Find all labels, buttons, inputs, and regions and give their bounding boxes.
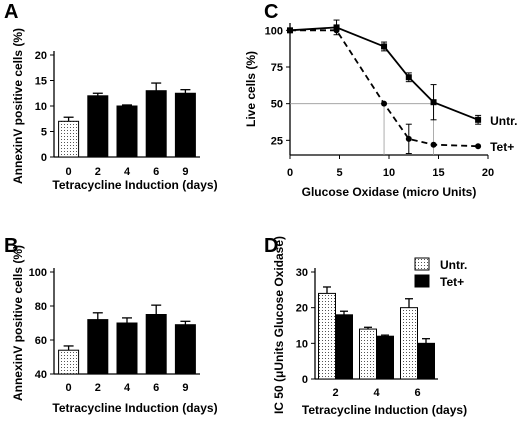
x-tick-label: 20 <box>482 167 494 179</box>
y-tick-label: 75 <box>271 62 283 74</box>
y-tick-label: 0 <box>302 374 308 386</box>
y-tick-label: 100 <box>265 25 283 37</box>
x-tick-label: 4 <box>373 387 380 399</box>
x-axis-label: Tetracycline Induction (days) <box>52 178 217 192</box>
legend-label: Untr. <box>440 258 467 272</box>
x-tick-label: 4 <box>124 166 131 178</box>
legend-label: Tet+ <box>440 275 464 289</box>
y-tick-label: 10 <box>35 101 47 113</box>
chart-panel-b: B 40 60 80 100 0 2 4 6 9 Tetracycline Induction (d… <box>4 235 218 415</box>
bar <box>174 92 196 158</box>
bar-tet <box>335 314 353 380</box>
legend-swatch-tet <box>414 274 430 288</box>
data-point <box>430 99 437 106</box>
x-tick-label: 0 <box>66 382 72 394</box>
x-tick-label: 6 <box>414 387 420 399</box>
y-tick-label: 100 <box>29 267 47 279</box>
bar-untr <box>359 328 377 380</box>
panel-label: A <box>4 1 18 23</box>
y-tick-label: 40 <box>35 369 47 381</box>
y-tick-label: 50 <box>271 99 283 111</box>
x-axis-label: Tetracycline Induction (days) <box>302 403 467 417</box>
y-tick-label: 60 <box>35 335 47 347</box>
chart-panel-c: C 25 50 75 100 0 5 10 15 20 Untr. Tet+ Glucose Oxida… <box>244 1 517 199</box>
x-tick-label: 6 <box>153 166 159 178</box>
bar <box>58 349 80 375</box>
data-point <box>287 27 293 34</box>
x-tick-label: 9 <box>182 382 188 394</box>
data-point <box>405 135 412 142</box>
x-axis-label: Tetracycline Induction (days) <box>52 401 217 415</box>
x-tick-label: 2 <box>332 387 338 399</box>
bar-tet <box>376 335 394 380</box>
x-tick-label: 0 <box>66 166 72 178</box>
data-point <box>381 100 388 107</box>
y-tick-label: 15 <box>35 76 47 88</box>
x-axis-label: Glucose Oxidase (micro Units) <box>302 185 477 199</box>
x-tick-label: 0 <box>287 167 293 179</box>
y-tick-label: 30 <box>296 267 308 279</box>
y-tick-label: 25 <box>271 135 283 147</box>
data-point <box>333 27 340 34</box>
series-label: Tet+ <box>490 140 514 154</box>
x-tick-label: 4 <box>124 382 131 394</box>
bar <box>87 95 109 158</box>
bar <box>58 120 80 158</box>
bar-untr <box>318 292 336 380</box>
bar <box>87 319 109 375</box>
y-tick-label: 5 <box>41 127 47 139</box>
y-tick-label: 20 <box>296 303 308 315</box>
bar <box>174 324 196 375</box>
data-point <box>475 116 482 123</box>
y-axis-label: IC 50 (μUnits Glucose Oxidase) <box>272 236 286 414</box>
data-point <box>475 143 482 150</box>
series-label: Untr. <box>490 114 517 128</box>
bar <box>145 314 167 375</box>
y-tick-label: 10 <box>296 338 308 350</box>
x-tick-label: 9 <box>182 166 188 178</box>
data-point <box>430 141 437 148</box>
y-tick-label: 20 <box>35 50 47 62</box>
y-axis-label: Live cells (%) <box>244 51 258 127</box>
y-tick-label: 0 <box>41 152 47 164</box>
y-axis-label: AnnexinV positive cells (%) <box>11 28 25 184</box>
bar <box>116 105 138 158</box>
x-tick-label: 10 <box>383 167 395 179</box>
panel-label: D <box>264 235 278 257</box>
bar-untr <box>400 307 418 380</box>
legend-swatch-untr <box>414 257 430 271</box>
x-tick-label: 5 <box>336 167 342 179</box>
chart-panel-d: D 0 10 20 30 2 4 6 Untr. Tet+ Tetracycline Inducti… <box>264 235 467 417</box>
bar <box>145 90 167 158</box>
x-tick-label: 2 <box>95 382 101 394</box>
bar <box>116 322 138 375</box>
panel-label: C <box>264 1 278 23</box>
x-tick-label: 2 <box>95 166 101 178</box>
panel-label: B <box>4 235 18 257</box>
x-tick-label: 15 <box>432 167 444 179</box>
y-tick-label: 80 <box>35 301 47 313</box>
series-line-untr <box>289 26 479 121</box>
data-point <box>381 43 388 50</box>
y-axis-label: AnnexinV positive cells (%) <box>11 245 25 401</box>
series-line-tet <box>290 29 479 148</box>
bar-tet <box>417 342 435 380</box>
data-point <box>405 74 412 81</box>
x-tick-label: 6 <box>153 382 159 394</box>
